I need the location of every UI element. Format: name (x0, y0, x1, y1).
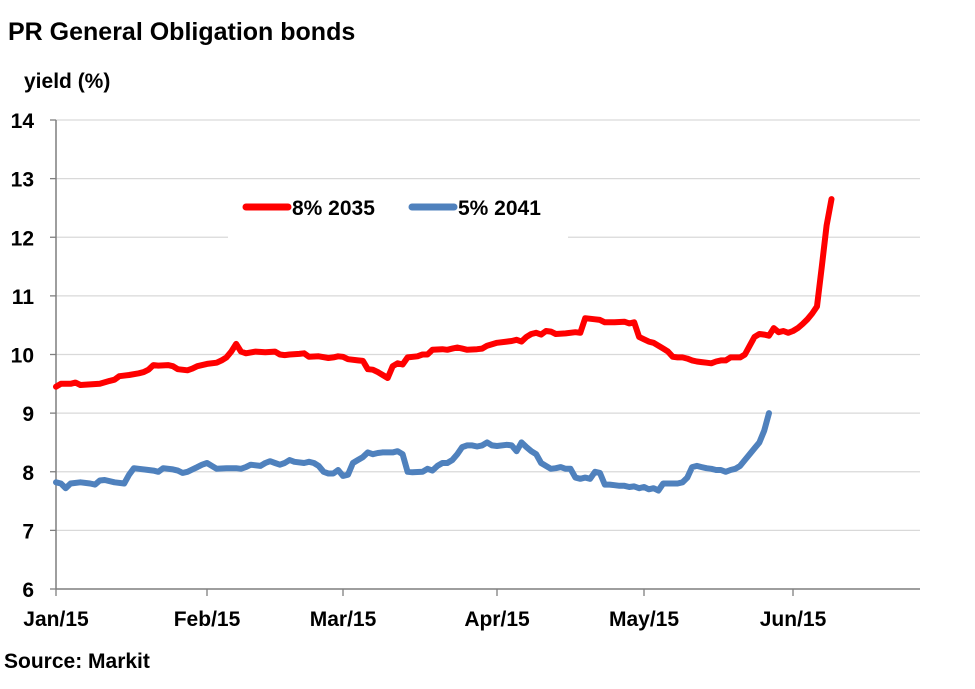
chart-title: PR General Obligation bonds (8, 18, 356, 46)
x-tick-label: May/15 (609, 608, 679, 631)
series-line-1 (53, 196, 835, 390)
x-tick-labels: Jan/15 Feb/15 Mar/15 Apr/15 May/15 Jun/15 (23, 608, 826, 631)
x-tick-label: Jan/15 (23, 608, 89, 631)
y-tick-label: 11 (12, 286, 35, 309)
y-tick-label: 14 (11, 110, 35, 133)
source-note: Source: Markit (4, 650, 150, 673)
x-tick-label: Jun/15 (760, 608, 827, 631)
y-tick-label: 8 (22, 462, 34, 485)
legend-label-1: 8% 2035 (292, 197, 375, 220)
axes (50, 119, 920, 596)
y-tick-labels: 6 7 8 9 10 11 12 13 14 (11, 110, 35, 602)
y-axis-label: yield (%) (24, 70, 111, 93)
y-tick-label: 9 (22, 403, 34, 426)
legend: 8% 2035 5% 2041 (228, 182, 568, 238)
x-tick-label: Mar/15 (310, 608, 377, 631)
legend-label-2: 5% 2041 (458, 197, 541, 220)
y-tick-label: 6 (22, 579, 34, 602)
x-tick-label: Apr/15 (464, 608, 530, 631)
y-tick-label: 13 (11, 169, 34, 192)
y-tick-label: 10 (11, 345, 34, 368)
y-tick-label: 7 (22, 520, 34, 543)
grid-lines (56, 119, 920, 532)
x-tick-label: Feb/15 (174, 608, 241, 631)
series-line-2 (53, 410, 772, 494)
y-tick-label: 12 (11, 227, 34, 250)
series-lines (53, 196, 835, 494)
